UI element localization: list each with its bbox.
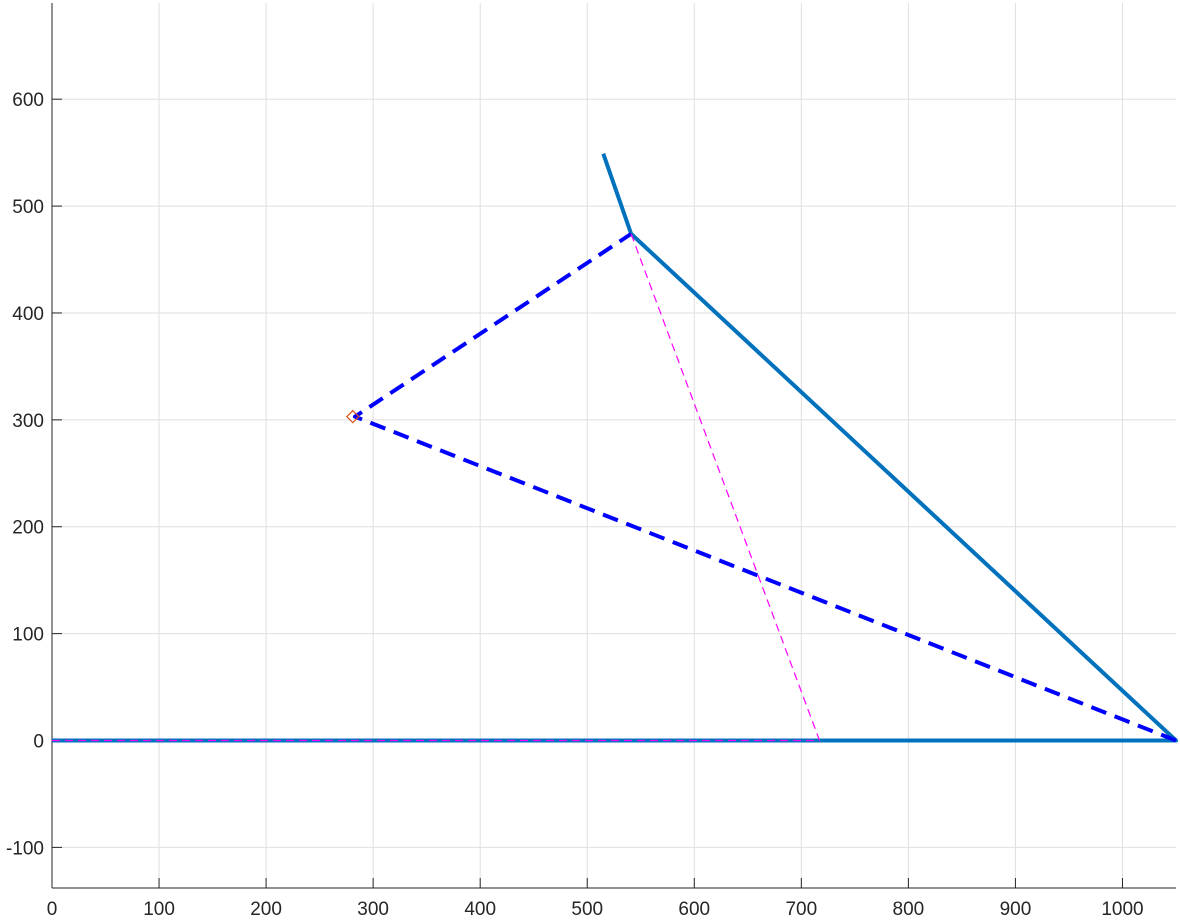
x-tick-label: 700: [785, 899, 817, 920]
axes: [51, 3, 1176, 889]
x-tick-label: 400: [464, 899, 496, 920]
y-tick-label: 300: [12, 411, 44, 432]
plot-area: [52, 153, 1178, 743]
x-tick-label: 0: [47, 899, 58, 920]
x-tick-label: 900: [1000, 899, 1032, 920]
y-tick-label: 100: [12, 625, 44, 646]
grid: [51, 3, 1176, 888]
y-tick-label: 0: [33, 732, 44, 753]
dashed-line-series: [352, 232, 1177, 743]
y-tick-label: 600: [12, 90, 44, 111]
x-tick-label: 800: [893, 899, 925, 920]
y-tick-label: 200: [12, 518, 44, 539]
x-tick-label: 500: [571, 899, 603, 920]
x-tick-label: 300: [357, 899, 389, 920]
y-tick-label: 500: [12, 197, 44, 218]
y-tick-label: 400: [12, 304, 44, 325]
solid-line-series: [52, 153, 1178, 743]
x-tick-label: 1000: [1101, 899, 1143, 920]
x-tick-label: 200: [250, 899, 282, 920]
x-tick-label: 100: [143, 899, 175, 920]
diamond-marker: [345, 409, 360, 424]
tick-labels: 0 100 200 300 400 500 600 700 800 900 1000 -100 0 100…: [6, 90, 1144, 920]
x-tick-label: 600: [678, 899, 710, 920]
y-tick-label: -100: [6, 838, 44, 859]
thin-dashed-line-series: [630, 233, 821, 741]
